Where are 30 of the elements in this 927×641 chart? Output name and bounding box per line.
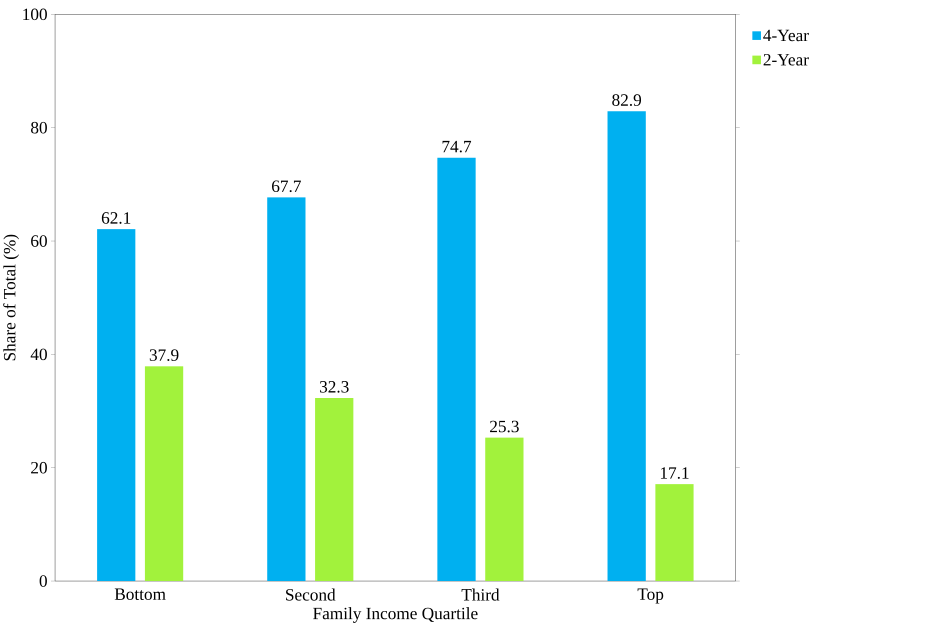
y-axis-title: Share of Total (%) bbox=[3, 234, 19, 360]
data-label: 32.3 bbox=[320, 380, 349, 393]
data-label: 82.9 bbox=[612, 94, 642, 106]
data-label: 37.9 bbox=[150, 349, 178, 361]
data-label: 25.3 bbox=[490, 420, 519, 432]
y-tick-label: 20 bbox=[31, 462, 47, 474]
bar bbox=[437, 158, 476, 581]
bar bbox=[608, 111, 646, 581]
bar bbox=[267, 197, 306, 581]
x-tick-label: Second bbox=[286, 588, 336, 600]
x-tick-label: Third bbox=[462, 588, 500, 600]
legend-label: 4-Year bbox=[763, 30, 809, 42]
y-tick-label: 60 bbox=[31, 235, 47, 247]
data-label: 67.7 bbox=[272, 180, 301, 192]
bar bbox=[144, 366, 184, 581]
bar bbox=[655, 484, 694, 581]
bar bbox=[97, 228, 136, 581]
x-axis-title: Family Income Quartile bbox=[313, 606, 478, 623]
data-label: 74.7 bbox=[442, 140, 472, 152]
y-tick-label: 80 bbox=[31, 122, 47, 134]
bar bbox=[315, 398, 354, 581]
legend-label: 2-Year bbox=[764, 54, 809, 66]
y-tick-label: 100 bbox=[23, 8, 47, 20]
y-tick-label: 40 bbox=[30, 348, 47, 360]
data-label: 17.1 bbox=[660, 467, 689, 479]
data-label: 62.1 bbox=[102, 212, 130, 224]
x-tick-label: Bottom bbox=[114, 588, 166, 600]
y-tick-label: 0 bbox=[40, 575, 47, 587]
x-tick-label: Top bbox=[638, 588, 664, 604]
bar bbox=[485, 438, 524, 581]
